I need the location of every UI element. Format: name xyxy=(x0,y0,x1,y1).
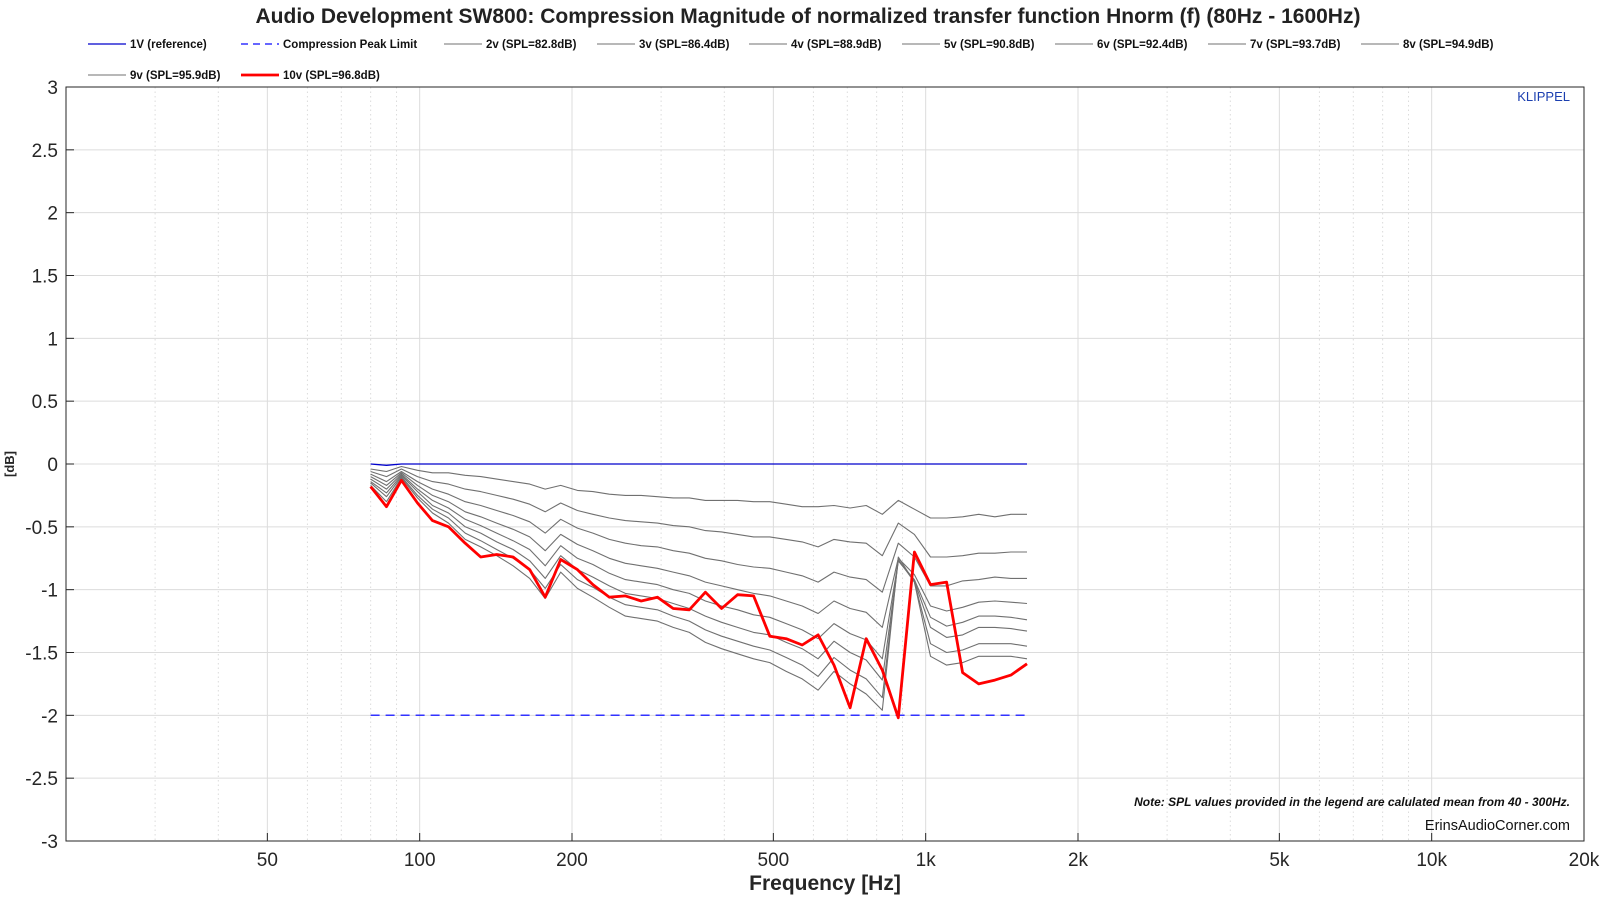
series-layer xyxy=(369,463,1028,720)
plot-frame xyxy=(65,86,1585,842)
legend-label: 3v (SPL=86.4dB) xyxy=(639,39,730,51)
y-tick-label: 0.5 xyxy=(32,392,58,413)
klippel-label: KLIPPEL xyxy=(1517,89,1570,104)
y-tick-label: -0.5 xyxy=(25,518,58,539)
y-tick-label: -1.5 xyxy=(25,644,58,665)
tick-labels: 50 100 200 500 1k 2k 5k 10k 20k 3 2.5 2 1.5 1 0.5 0 -0.5… xyxy=(25,78,1600,871)
watermark-text: ErinsAudioCorner.com xyxy=(1425,818,1570,834)
y-tick-label: 2 xyxy=(47,204,58,225)
legend-label: 9v (SPL=95.9dB) xyxy=(130,70,221,82)
y-tick-label: -1 xyxy=(41,581,58,602)
legend-label: 2v (SPL=82.8dB) xyxy=(486,39,577,51)
x-axis-title: Frequency [Hz] xyxy=(749,872,901,895)
y-tick-label: -3 xyxy=(41,832,58,853)
legend-label: 5v (SPL=90.8dB) xyxy=(944,39,1035,51)
series-line-7 xyxy=(370,474,1028,681)
y-tick-label: 0 xyxy=(47,455,58,476)
y-tick-label: -2 xyxy=(41,706,58,727)
legend-label: 1V (reference) xyxy=(130,39,207,51)
y-axis-title: [dB] xyxy=(2,451,17,477)
note-text: Note: SPL values provided in the legend … xyxy=(1134,795,1570,809)
y-tick-label: 3 xyxy=(47,78,58,99)
series-line-3 xyxy=(370,468,1027,558)
series-line-9 xyxy=(370,477,1028,711)
chart-title: Audio Development SW800: Compression Mag… xyxy=(256,5,1361,28)
legend-label: 8v (SPL=94.9dB) xyxy=(1403,39,1494,51)
x-tick-label: 20k xyxy=(1569,850,1600,871)
x-tick-label: 500 xyxy=(758,850,790,871)
series-line-2 xyxy=(370,465,1027,519)
y-tick-label: 2.5 xyxy=(32,141,58,162)
series-line-10 xyxy=(369,478,1028,720)
x-tick-label: 100 xyxy=(404,850,436,871)
y-tick-label: 1 xyxy=(47,329,58,350)
x-tick-label: 200 xyxy=(556,850,588,871)
x-tick-label: 10k xyxy=(1416,850,1447,871)
x-tick-label: 2k xyxy=(1068,850,1089,871)
x-tick-label: 1k xyxy=(916,850,937,871)
y-tick-label: 1.5 xyxy=(32,267,58,288)
chart-legend: 1V (reference) Compression Peak Limit 2v (… xyxy=(88,39,1494,82)
series-line-6 xyxy=(370,473,1028,660)
legend-label: 10v (SPL=96.8dB) xyxy=(283,70,380,82)
x-tick-label: 5k xyxy=(1269,850,1290,871)
legend-label: 7v (SPL=93.7dB) xyxy=(1250,39,1341,51)
series-line-5 xyxy=(370,472,1028,628)
y-tick-label: -2.5 xyxy=(25,769,58,790)
series-line-4 xyxy=(370,470,1027,593)
legend-label: Compression Peak Limit xyxy=(283,39,417,51)
legend-label: 6v (SPL=92.4dB) xyxy=(1097,39,1188,51)
x-tick-label: 50 xyxy=(257,850,278,871)
legend-label: 4v (SPL=88.9dB) xyxy=(791,39,882,51)
series-line-0 xyxy=(370,463,1027,466)
